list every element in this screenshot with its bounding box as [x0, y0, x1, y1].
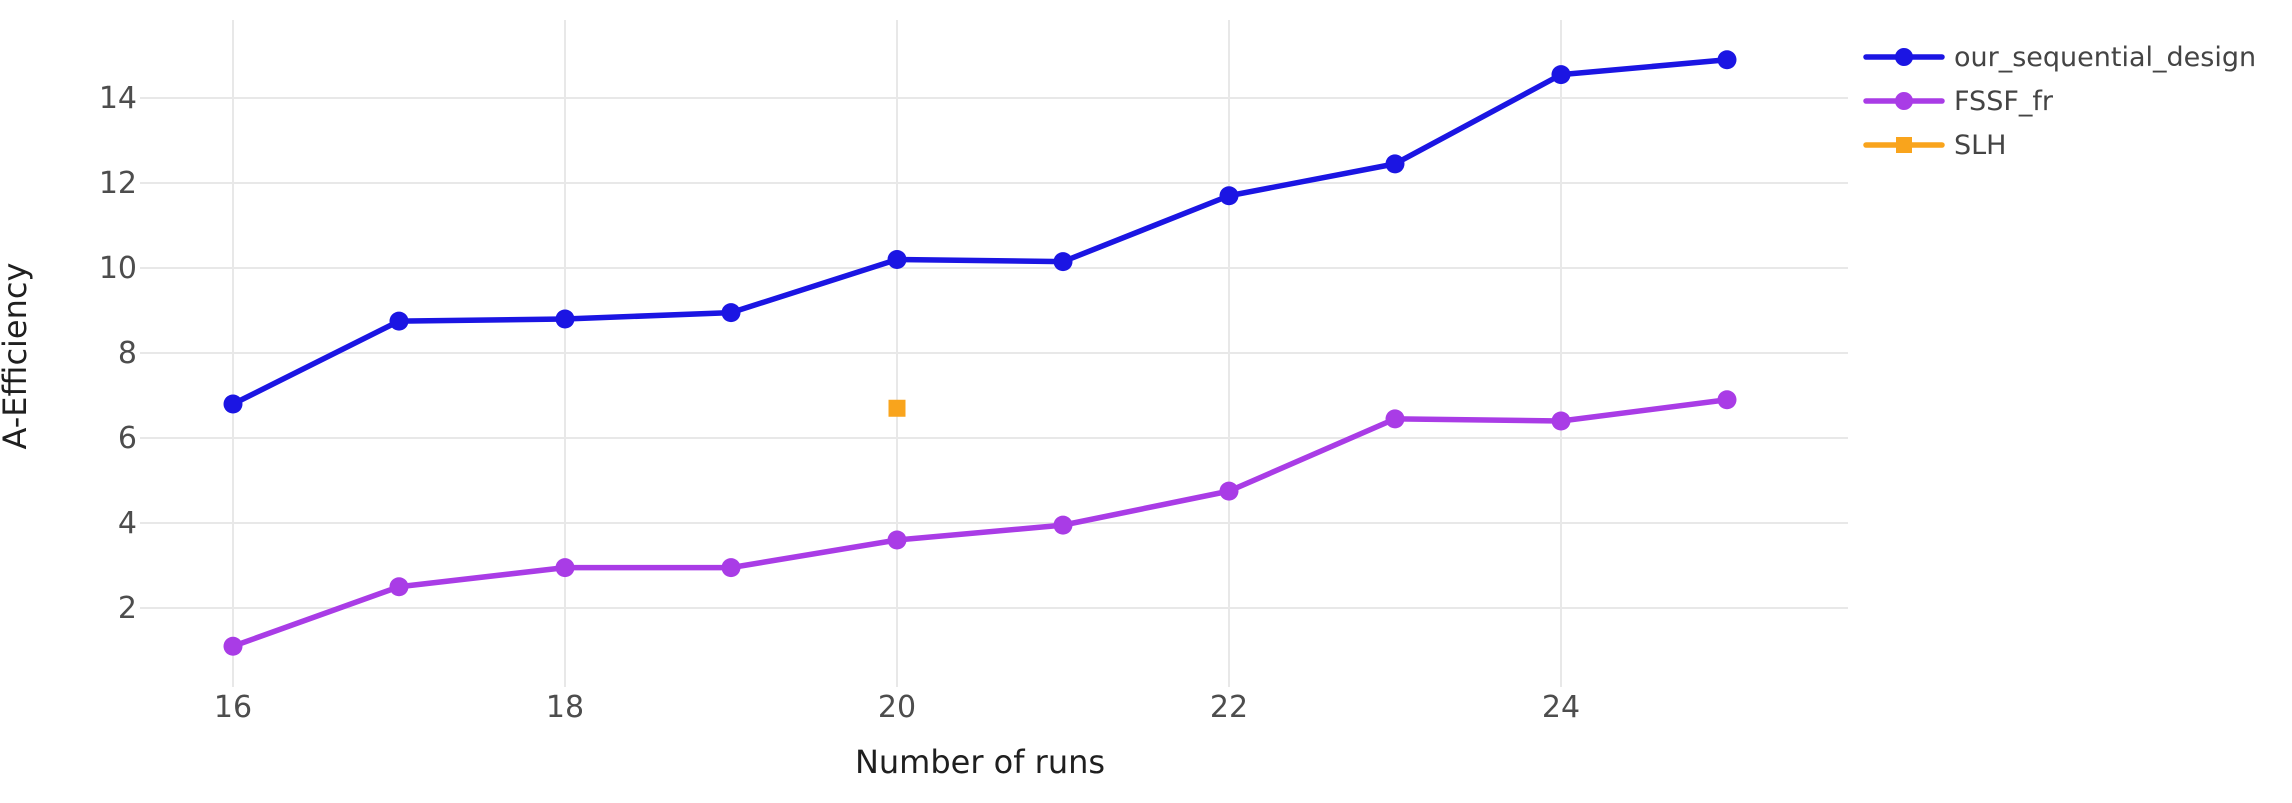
x-tick-label: 16 — [214, 690, 252, 725]
y-tick-label: 14 — [99, 81, 137, 116]
legend: our_sequential_design FSSF_fr SLH — [1863, 42, 2256, 161]
data-point-marker — [389, 311, 409, 331]
y-axis-title: A-Efficiency — [0, 262, 34, 450]
y-tick-label: 4 — [118, 506, 137, 541]
data-point-marker — [1717, 50, 1737, 70]
data-point-marker — [721, 303, 741, 323]
data-point-marker — [887, 530, 907, 550]
legend-item: our_sequential_design — [1863, 42, 2256, 73]
data-point-marker — [887, 250, 907, 269]
y-tick-label: 6 — [118, 421, 137, 456]
data-point-marker — [389, 577, 409, 597]
data-point-marker — [1219, 481, 1239, 501]
legend-item: SLH — [1863, 130, 2006, 161]
legend-label: our_sequential_design — [1954, 42, 2256, 73]
series-line — [230, 397, 1730, 649]
data-point-marker — [1551, 65, 1571, 85]
data-point-marker — [1385, 154, 1405, 174]
y-tick-label: 12 — [99, 166, 137, 201]
data-point-marker — [555, 309, 575, 329]
x-tick-label: 22 — [1210, 690, 1248, 725]
y-tick-label: 8 — [118, 336, 137, 371]
legend-label: FSSF_fr — [1954, 86, 2054, 117]
legend-label: SLH — [1954, 130, 2006, 161]
data-point-marker — [1053, 515, 1073, 535]
legend-swatch-marker — [1895, 48, 1913, 66]
data-point-marker — [888, 399, 906, 417]
data-point-marker — [223, 394, 243, 414]
data-point-marker — [721, 558, 741, 578]
data-point-marker — [223, 636, 243, 656]
data-point-marker — [1551, 411, 1571, 431]
legend-swatch-marker — [1896, 137, 1912, 153]
y-tick-label: 2 — [118, 591, 137, 626]
data-point-marker — [555, 558, 575, 578]
data-point-marker — [1219, 186, 1239, 206]
data-point-marker — [1717, 390, 1737, 410]
x-tick-label: 20 — [878, 690, 916, 725]
legend-item: FSSF_fr — [1863, 86, 2054, 117]
legend-swatch-marker — [1895, 92, 1913, 110]
series-line — [230, 57, 1730, 407]
x-axis-title: Number of runs — [854, 743, 1106, 781]
data-point-marker — [1385, 409, 1405, 429]
x-tick-label: 24 — [1542, 690, 1580, 725]
x-tick-label: 18 — [546, 690, 584, 725]
data-point-marker — [1053, 252, 1073, 272]
y-tick-label: 10 — [99, 251, 137, 286]
